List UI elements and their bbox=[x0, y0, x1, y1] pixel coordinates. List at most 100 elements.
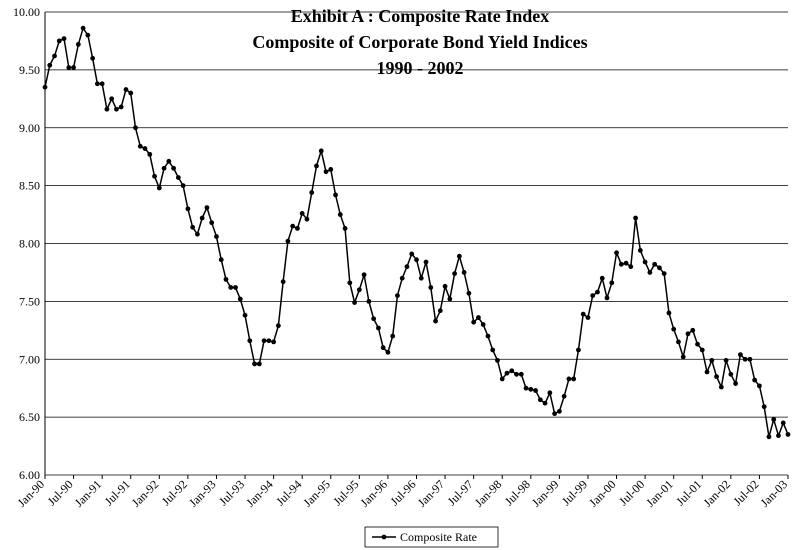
x-tick-label: Jul-00 bbox=[616, 477, 647, 508]
data-point bbox=[609, 280, 615, 286]
data-point bbox=[761, 404, 767, 410]
data-point bbox=[114, 106, 119, 112]
x-tick-label: Jan-03 bbox=[758, 477, 791, 510]
data-point bbox=[385, 349, 391, 355]
data-point bbox=[214, 234, 219, 239]
x-tick-label: Jul-02 bbox=[730, 477, 761, 508]
data-point bbox=[180, 183, 186, 189]
data-point bbox=[380, 345, 386, 351]
data-point bbox=[390, 333, 396, 339]
data-point bbox=[347, 280, 353, 286]
legend: Composite Rate bbox=[364, 526, 499, 548]
data-point bbox=[509, 368, 515, 374]
data-point bbox=[356, 287, 362, 293]
data-point bbox=[323, 169, 329, 175]
data-point bbox=[495, 358, 500, 363]
data-point bbox=[504, 370, 510, 376]
data-point bbox=[404, 264, 410, 270]
data-point bbox=[328, 167, 334, 172]
data-point bbox=[447, 296, 453, 302]
data-point bbox=[185, 206, 191, 212]
data-point bbox=[747, 356, 753, 362]
x-tick-label: Jan-93 bbox=[186, 477, 219, 510]
data-point bbox=[142, 146, 148, 151]
data-point bbox=[80, 25, 86, 31]
x-tick-label: Jul-01 bbox=[673, 477, 704, 508]
x-tick-label: Jan-00 bbox=[586, 477, 619, 510]
data-point bbox=[599, 275, 605, 281]
data-point bbox=[633, 215, 638, 221]
data-line bbox=[44, 26, 789, 439]
data-point bbox=[771, 417, 777, 422]
data-point bbox=[714, 374, 719, 380]
data-point bbox=[318, 148, 324, 154]
data-point bbox=[737, 352, 743, 358]
data-point bbox=[137, 143, 143, 149]
data-point bbox=[433, 318, 438, 324]
data-point bbox=[537, 397, 543, 403]
data-point bbox=[485, 333, 491, 339]
data-point bbox=[123, 87, 129, 92]
data-point bbox=[514, 371, 519, 377]
data-point bbox=[542, 400, 548, 406]
data-point bbox=[456, 253, 462, 259]
data-point bbox=[423, 259, 429, 265]
data-point bbox=[490, 347, 496, 353]
y-tick-label: 7.00 bbox=[19, 352, 40, 366]
data-point bbox=[295, 226, 300, 231]
x-tick-label: Jul-90 bbox=[45, 477, 76, 508]
data-point bbox=[680, 354, 686, 360]
data-point bbox=[56, 38, 62, 44]
data-point bbox=[99, 81, 105, 87]
data-point bbox=[47, 62, 53, 68]
chart-subtitle: Composite of Corporate Bond Yield Indice… bbox=[252, 32, 587, 52]
data-point bbox=[352, 300, 357, 305]
y-tick-label: 8.50 bbox=[19, 179, 40, 193]
x-tick-label: Jul-98 bbox=[502, 477, 533, 508]
data-point bbox=[437, 308, 443, 314]
data-point bbox=[199, 215, 205, 221]
data-point bbox=[85, 32, 91, 38]
data-point bbox=[728, 371, 734, 377]
data-point bbox=[466, 290, 472, 296]
data-point bbox=[128, 90, 134, 96]
legend-label: Composite Rate bbox=[400, 530, 477, 544]
data-point bbox=[342, 226, 348, 231]
data-point bbox=[371, 316, 377, 322]
x-tick-label: Jul-95 bbox=[330, 477, 361, 508]
data-point bbox=[333, 192, 338, 198]
data-point bbox=[414, 257, 419, 263]
data-point bbox=[704, 369, 710, 375]
data-point bbox=[566, 376, 572, 382]
data-point bbox=[595, 289, 600, 295]
x-tick-label: Jan-96 bbox=[358, 477, 391, 510]
data-point bbox=[166, 158, 172, 164]
y-tick-label: 9.00 bbox=[19, 121, 40, 135]
data-point bbox=[652, 261, 658, 267]
data-point bbox=[42, 84, 48, 90]
data-point bbox=[275, 323, 281, 329]
data-point bbox=[471, 319, 477, 325]
x-tick-label: Jul-91 bbox=[102, 477, 133, 508]
data-point bbox=[695, 341, 700, 347]
data-point bbox=[428, 285, 434, 290]
data-point bbox=[614, 250, 619, 256]
y-tick-label: 6.00 bbox=[19, 468, 40, 482]
data-point bbox=[647, 270, 653, 275]
data-point bbox=[604, 295, 610, 301]
data-point bbox=[442, 283, 448, 289]
data-point bbox=[547, 390, 553, 396]
data-point bbox=[233, 285, 238, 290]
data-point bbox=[666, 310, 672, 316]
data-point bbox=[561, 393, 567, 399]
data-point bbox=[571, 376, 577, 382]
data-point bbox=[528, 386, 534, 392]
x-tick-label: Jul-99 bbox=[559, 477, 590, 508]
data-point bbox=[718, 384, 724, 390]
data-point bbox=[195, 231, 200, 237]
data-point bbox=[309, 190, 315, 195]
data-point bbox=[290, 223, 296, 229]
data-point bbox=[780, 420, 786, 426]
data-point bbox=[218, 257, 224, 263]
x-tick-label: Jan-97 bbox=[415, 477, 448, 510]
